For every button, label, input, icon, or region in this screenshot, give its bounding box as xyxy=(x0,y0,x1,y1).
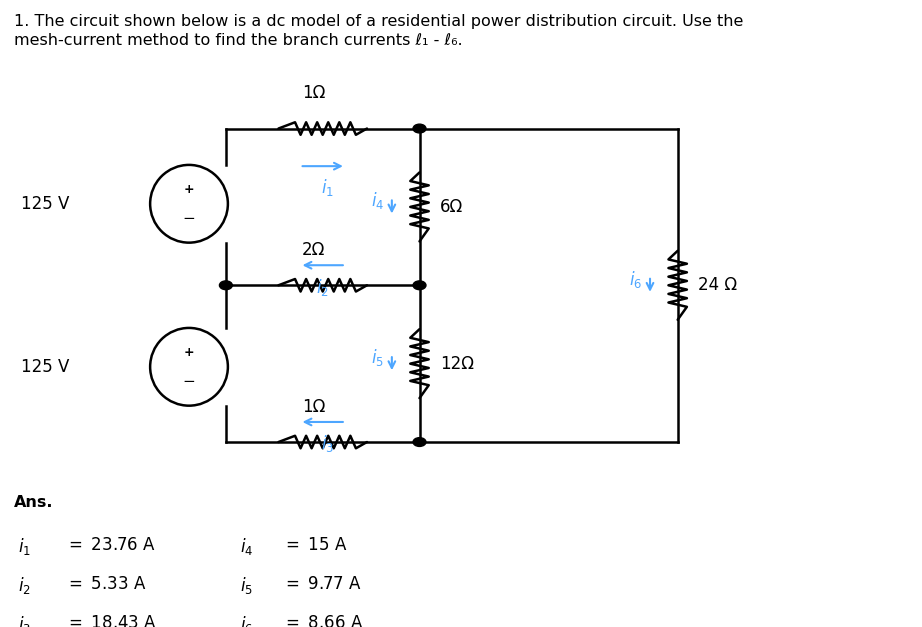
Text: $=$ 5.33 A: $=$ 5.33 A xyxy=(60,575,147,593)
Text: +: + xyxy=(183,182,195,196)
Text: 24 Ω: 24 Ω xyxy=(698,277,737,294)
Text: −: − xyxy=(183,211,195,226)
Text: 125 V: 125 V xyxy=(21,195,69,213)
Text: $i_5$: $i_5$ xyxy=(240,575,253,596)
Text: 1Ω: 1Ω xyxy=(301,84,325,102)
Text: Ans.: Ans. xyxy=(14,495,53,510)
Text: $i_2$: $i_2$ xyxy=(18,575,31,596)
Text: $=$ 18.43 A: $=$ 18.43 A xyxy=(60,614,157,627)
Text: +: + xyxy=(183,345,195,359)
Text: $i_5$: $i_5$ xyxy=(372,347,384,368)
Text: $=$ 15 A: $=$ 15 A xyxy=(277,536,348,554)
Text: $i_3$: $i_3$ xyxy=(18,614,31,627)
Text: $i_1$: $i_1$ xyxy=(321,177,334,198)
Text: −: − xyxy=(183,374,195,389)
Circle shape xyxy=(219,281,232,290)
Text: mesh-current method to find the branch currents ℓ₁ - ℓ₆.: mesh-current method to find the branch c… xyxy=(14,33,463,48)
Text: $=$ 8.66 A: $=$ 8.66 A xyxy=(277,614,363,627)
Text: $i_4$: $i_4$ xyxy=(240,536,253,557)
Text: 2Ω: 2Ω xyxy=(301,241,325,259)
Text: $i_3$: $i_3$ xyxy=(321,433,334,454)
Text: 125 V: 125 V xyxy=(21,358,69,376)
Circle shape xyxy=(413,124,426,133)
Circle shape xyxy=(413,438,426,446)
Text: $i_6$: $i_6$ xyxy=(240,614,253,627)
Circle shape xyxy=(413,281,426,290)
Text: 1. The circuit shown below is a dc model of a residential power distribution cir: 1. The circuit shown below is a dc model… xyxy=(14,14,743,29)
Text: $i_4$: $i_4$ xyxy=(372,190,384,211)
Text: $=$ 23.76 A: $=$ 23.76 A xyxy=(60,536,156,554)
Text: $i_2$: $i_2$ xyxy=(316,277,329,297)
Text: $i_6$: $i_6$ xyxy=(630,268,643,290)
Text: $i_1$: $i_1$ xyxy=(18,536,31,557)
Text: 6Ω: 6Ω xyxy=(440,198,463,216)
Text: 12Ω: 12Ω xyxy=(440,355,474,372)
Text: $=$ 9.77 A: $=$ 9.77 A xyxy=(277,575,361,593)
Text: 1Ω: 1Ω xyxy=(301,398,325,416)
